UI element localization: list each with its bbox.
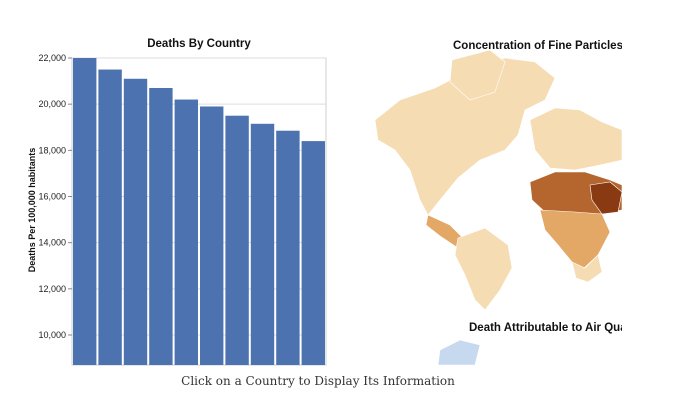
map-panel: Concentration of Fine Particles M Death … xyxy=(340,0,622,365)
instruction-caption: Click on a Country to Display Its Inform… xyxy=(181,374,455,388)
map-region-europe[interactable] xyxy=(529,107,622,171)
map-region-central-africa[interactable] xyxy=(539,209,611,271)
y-tick-label: 12,000 xyxy=(38,284,66,294)
bars xyxy=(73,58,325,366)
y-tick-label: 22,000 xyxy=(38,53,66,63)
map-subtitle: Death Attributable to Air Qual xyxy=(469,322,622,334)
y-tick-label: 18,000 xyxy=(38,145,66,155)
bar[interactable] xyxy=(73,58,97,365)
bar[interactable] xyxy=(123,78,148,365)
map-region-southern-africa[interactable] xyxy=(571,254,603,283)
bar[interactable] xyxy=(174,99,198,365)
y-tick-label: 20,000 xyxy=(38,99,66,109)
map-region-greenland[interactable] xyxy=(449,49,506,101)
y-axis-ticks: 10,000 12,000 14,000 16,000 18,000 20,000 22,0… xyxy=(38,53,72,340)
y-axis-label: Deaths Per 100,000 habitants xyxy=(27,148,37,273)
y-tick-label: 14,000 xyxy=(38,238,66,248)
world-map[interactable] xyxy=(340,0,622,365)
map-region-lower-map[interactable] xyxy=(437,339,481,365)
bar[interactable] xyxy=(276,130,300,365)
bar[interactable] xyxy=(149,88,173,366)
bar[interactable] xyxy=(225,115,249,366)
y-tick-label: 10,000 xyxy=(38,330,66,340)
map-title: Concentration of Fine Particles M xyxy=(453,40,622,52)
deaths-bar-chart: Deaths By Country 10,000 12,000 14,000 16,0… xyxy=(27,38,327,366)
bar[interactable] xyxy=(301,141,325,365)
chart-title: Deaths By Country xyxy=(147,38,251,50)
bar[interactable] xyxy=(200,106,224,365)
bar[interactable] xyxy=(98,69,122,365)
y-tick-label: 16,000 xyxy=(38,191,66,201)
map-region-middle-east[interactable] xyxy=(589,181,622,215)
bar[interactable] xyxy=(250,123,275,366)
map-region-south-america[interactable] xyxy=(454,227,513,311)
